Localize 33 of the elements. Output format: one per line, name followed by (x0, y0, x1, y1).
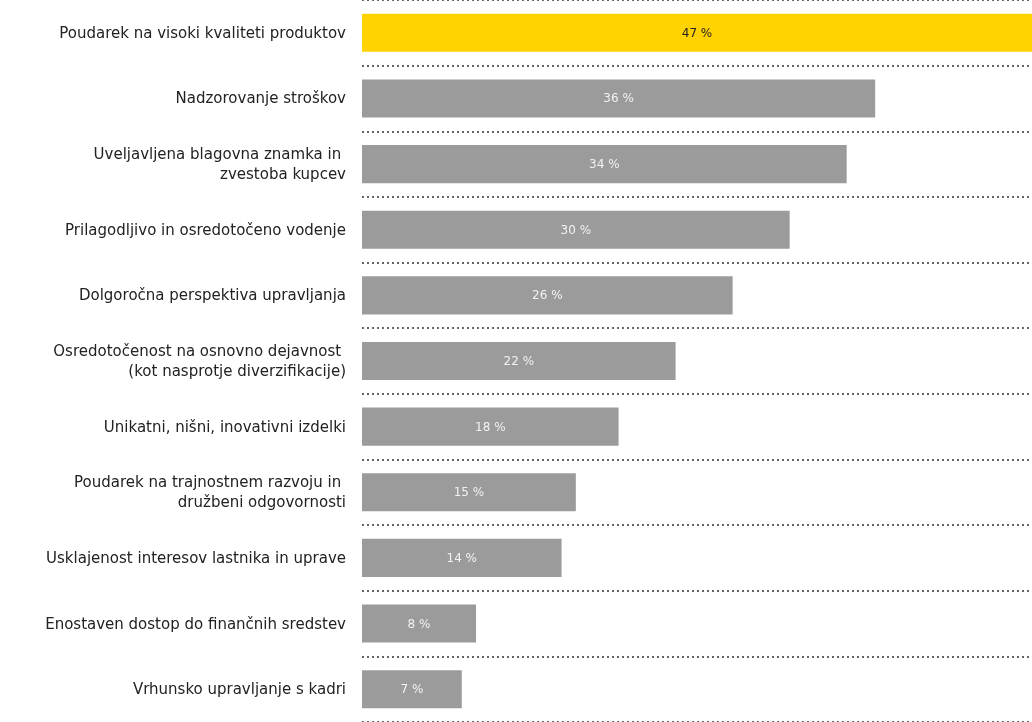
data-label: 30 % (560, 222, 592, 237)
data-label: 7 % (400, 682, 424, 697)
data-label: 34 % (589, 157, 620, 172)
y-tick-label: Nadzorovanje stroškov (175, 89, 347, 108)
bar (362, 341, 676, 381)
data-label: 36 % (603, 91, 634, 106)
y-tick-label: Poudarek na trajnostnem razvoju in družbeni odgovornosti (74, 473, 346, 512)
bar (362, 210, 790, 249)
data-label: 14 % (446, 550, 478, 565)
y-tick-label: Usklajenost interesov lastnika in uprave (46, 548, 346, 567)
bar (362, 473, 576, 512)
data-label: 18 % (475, 419, 506, 434)
data-label: 47 % (681, 25, 713, 40)
data-label: 22 % (503, 354, 535, 368)
y-tick-label: Unikatni, nišni, inovativni izdelki (103, 417, 346, 436)
y-tick-label: Prilagodljivo in osredotočeno vodenje (65, 220, 346, 239)
bar (362, 670, 462, 709)
y-tick-label: Enostaven dostop do finančnih sredstev (45, 614, 347, 633)
data-label: 15 % (453, 485, 485, 500)
y-tick-label: Vrhunsko upravljanje s kadri (132, 680, 346, 699)
bar (362, 13, 1032, 52)
data-label: 8 % (407, 616, 431, 631)
bar (362, 538, 562, 577)
bar (362, 79, 876, 118)
data-label: 26 % (532, 288, 563, 303)
y-tick-label: Dolgoročna perspektiva upravljanja (78, 286, 346, 305)
bar (362, 604, 477, 643)
y-tick-label: Uveljavljena blagovna znamka in zvestoba kupcev (93, 145, 347, 184)
bar (362, 145, 847, 184)
y-tick-label: Osredotočenost na osnovno dejavnost (kot nasprotje diverzifikacije) (53, 342, 346, 380)
y-tick-label: Poudarek na visoki kvaliteti produktov (59, 23, 347, 42)
bar (362, 407, 619, 446)
bar (362, 276, 733, 315)
